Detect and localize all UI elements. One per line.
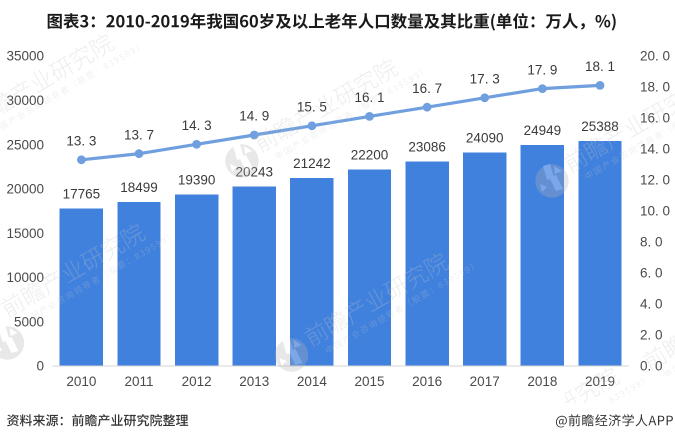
svg-text:2016: 2016 — [412, 374, 442, 389]
svg-text:22200: 22200 — [351, 147, 389, 162]
svg-text:2013: 2013 — [239, 374, 269, 389]
svg-text:13. 7: 13. 7 — [124, 127, 154, 142]
svg-text:25000: 25000 — [6, 137, 44, 152]
svg-text:6. 0: 6. 0 — [640, 266, 663, 281]
svg-text:19390: 19390 — [178, 172, 216, 187]
svg-text:10000: 10000 — [6, 270, 44, 285]
svg-text:15. 5: 15. 5 — [297, 100, 327, 115]
svg-text:2019: 2019 — [585, 374, 615, 389]
svg-text:0: 0 — [36, 359, 44, 374]
svg-text:16. 7: 16. 7 — [412, 81, 442, 96]
svg-text:2017: 2017 — [470, 374, 500, 389]
svg-text:2014: 2014 — [297, 374, 328, 389]
svg-text:2018: 2018 — [527, 374, 557, 389]
svg-text:12. 0: 12. 0 — [640, 173, 670, 188]
svg-text:18. 0: 18. 0 — [640, 80, 670, 95]
svg-text:24949: 24949 — [524, 123, 562, 138]
svg-text:25388: 25388 — [581, 119, 619, 134]
svg-text:8. 0: 8. 0 — [640, 235, 663, 250]
svg-text:23086: 23086 — [408, 140, 446, 155]
svg-text:18499: 18499 — [120, 180, 158, 195]
svg-text:18. 1: 18. 1 — [585, 59, 615, 74]
svg-text:14. 9: 14. 9 — [239, 109, 269, 124]
svg-text:20. 0: 20. 0 — [640, 49, 670, 64]
svg-text:2011: 2011 — [124, 374, 153, 389]
svg-text:24090: 24090 — [466, 131, 504, 146]
svg-text:2010: 2010 — [66, 374, 96, 389]
svg-text:17. 3: 17. 3 — [470, 72, 500, 87]
svg-text:13. 3: 13. 3 — [66, 134, 96, 149]
svg-text:10. 0: 10. 0 — [640, 204, 670, 219]
svg-text:2015: 2015 — [354, 374, 384, 389]
svg-text:14. 0: 14. 0 — [640, 142, 670, 157]
svg-text:2012: 2012 — [182, 374, 212, 389]
svg-text:0. 0: 0. 0 — [640, 359, 663, 374]
svg-text:17765: 17765 — [63, 187, 101, 202]
svg-text:16. 1: 16. 1 — [354, 90, 384, 105]
svg-text:35000: 35000 — [6, 49, 44, 64]
svg-text:15000: 15000 — [6, 226, 44, 241]
svg-text:5000: 5000 — [14, 314, 44, 329]
svg-text:4. 0: 4. 0 — [640, 297, 663, 312]
svg-text:20000: 20000 — [6, 182, 44, 197]
svg-text:2. 0: 2. 0 — [640, 328, 663, 343]
svg-text:17. 9: 17. 9 — [527, 62, 557, 77]
svg-text:14. 3: 14. 3 — [182, 118, 212, 133]
svg-text:21242: 21242 — [293, 156, 331, 171]
